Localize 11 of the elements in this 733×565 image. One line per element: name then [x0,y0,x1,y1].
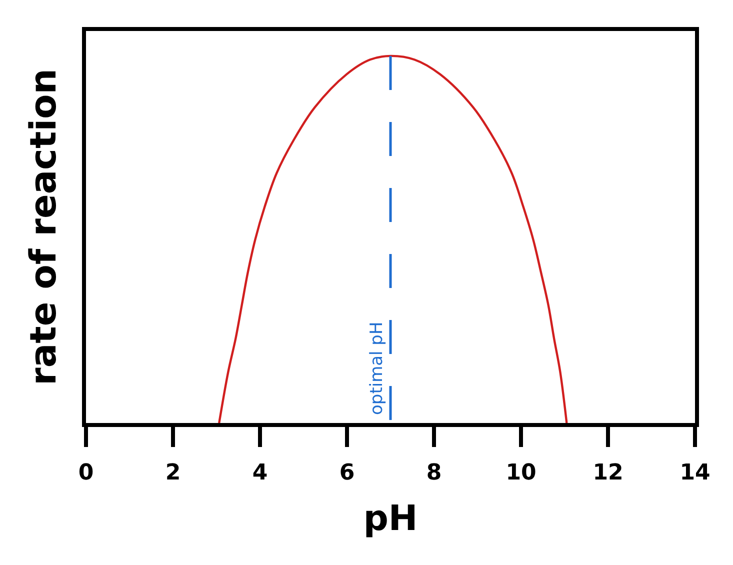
x-tick-label: 12 [592,460,624,486]
x-axis-title: pH [363,498,418,539]
x-tick-label: 0 [78,460,94,486]
x-tick-label: 14 [680,460,710,486]
x-tick-label: 10 [506,460,536,486]
ref-line-label: optimal pH [367,322,387,415]
y-axis-title: rate of reaction [23,68,64,386]
x-tick-label: 4 [252,460,268,486]
x-tick-label: 8 [426,460,442,486]
x-tick-label: 2 [165,460,181,486]
x-tick-label: 6 [339,460,355,486]
